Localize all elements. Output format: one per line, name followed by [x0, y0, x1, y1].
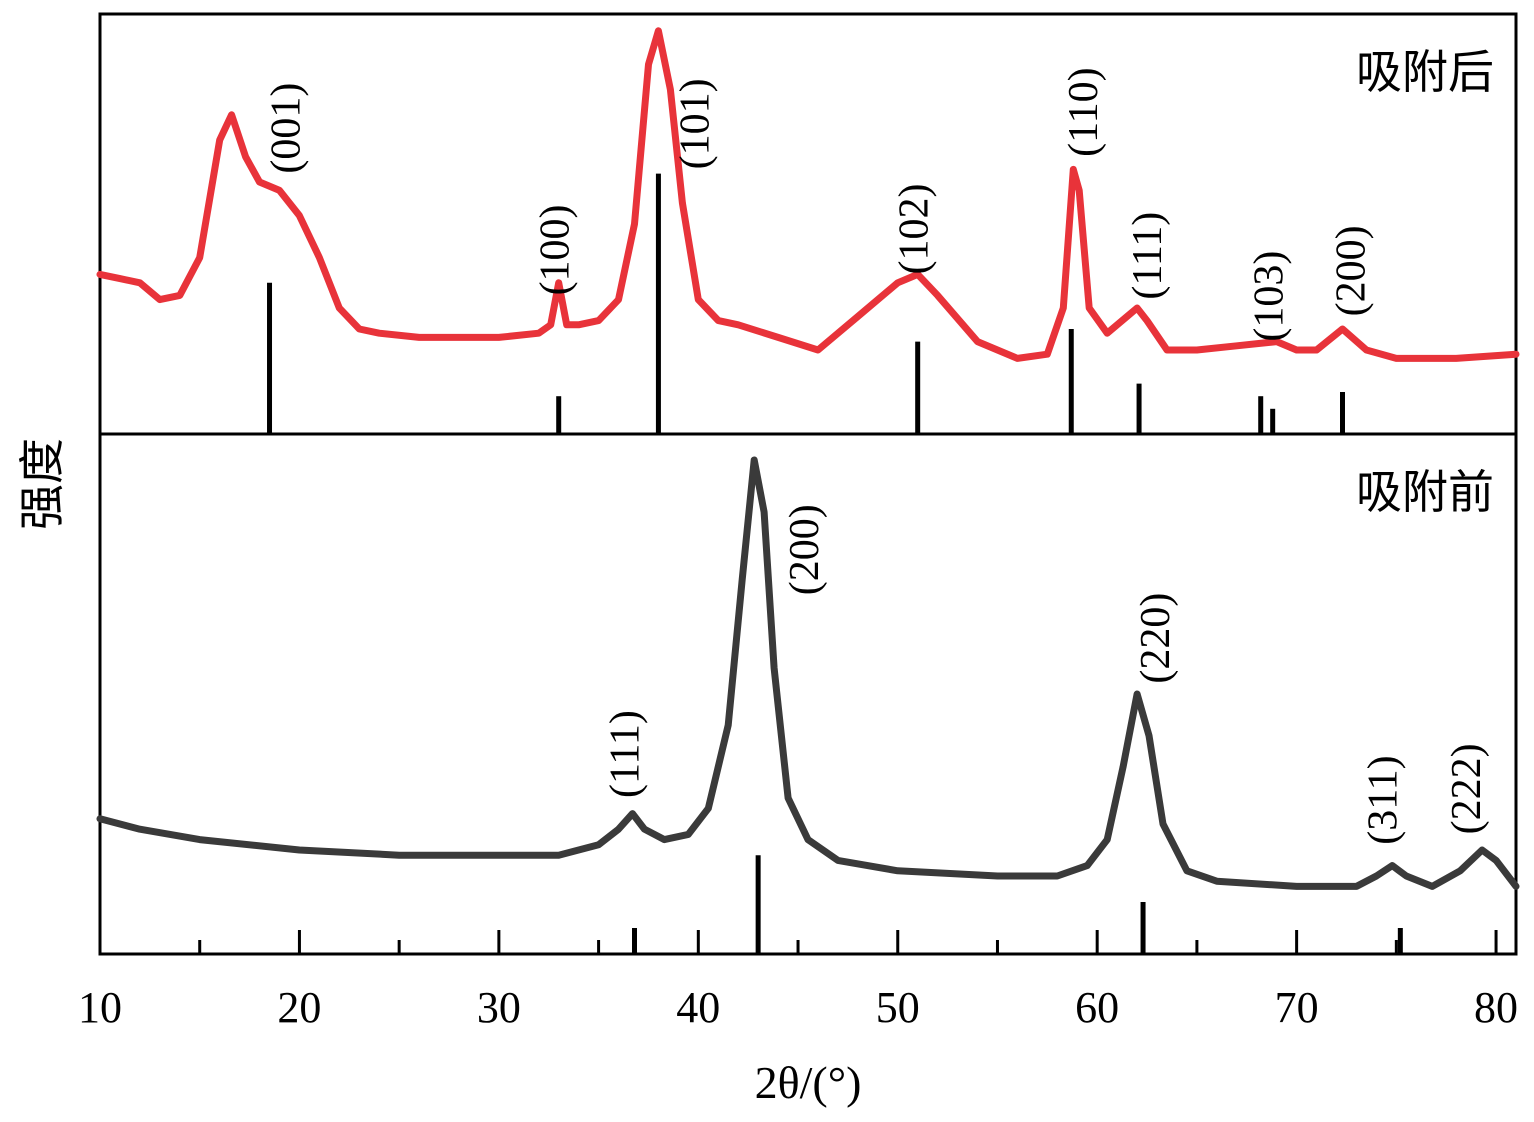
- peak-label: (311): [1360, 755, 1406, 844]
- peak-label: (220): [1133, 593, 1179, 684]
- peak-label: (200): [782, 504, 828, 595]
- peak-label: (001): [263, 83, 309, 174]
- x-tick-label-20: 20: [277, 983, 321, 1032]
- x-tick-label-50: 50: [876, 983, 920, 1032]
- plot-frame: [98, 12, 1518, 956]
- peak-label: (222): [1444, 743, 1490, 834]
- x-tick-label-70: 70: [1275, 983, 1319, 1032]
- peak-label: (111): [1125, 212, 1171, 300]
- x-tick-label-60: 60: [1075, 983, 1119, 1032]
- panels: 吸附后 (001) (100) (101) (102) (110) (111) (103) (2…: [96, 27, 1520, 954]
- peak-label: (101): [672, 78, 718, 169]
- x-axis-title: 2θ/(°): [755, 1057, 862, 1108]
- diffraction-curve-1: [96, 27, 1520, 362]
- panel-label-2: 吸附前: [1356, 465, 1494, 519]
- x-tick-label-30: 30: [477, 983, 521, 1032]
- diffraction-curve-2: [96, 456, 1520, 890]
- peak-label: (110): [1061, 67, 1107, 156]
- x-tick-label-10: 10: [78, 983, 122, 1032]
- x-axis-title-text: 2θ/(°): [755, 1057, 862, 1108]
- peak-label: (103): [1247, 251, 1293, 342]
- x-tick-label-80: 80: [1474, 983, 1518, 1032]
- panel-1: 吸附后 (001) (100) (101) (102) (110) (111) (103) (2…: [96, 27, 1520, 434]
- peak-label: (102): [892, 183, 938, 274]
- peak-label: (100): [533, 204, 579, 295]
- x-tick-label-40: 40: [676, 983, 720, 1032]
- x-axis-tick-labels: 10 20 30 40 50 60 70 80: [78, 983, 1518, 1032]
- x-axis-ticks: [98, 930, 1498, 954]
- peak-label: (111): [603, 710, 649, 798]
- peak-label: (200): [1328, 225, 1374, 316]
- y-axis-title: 强度: [17, 438, 68, 530]
- panel-2: 吸附前 (111) (200) (220) (311) (222): [96, 456, 1520, 954]
- panel-label-1: 吸附后: [1356, 45, 1494, 99]
